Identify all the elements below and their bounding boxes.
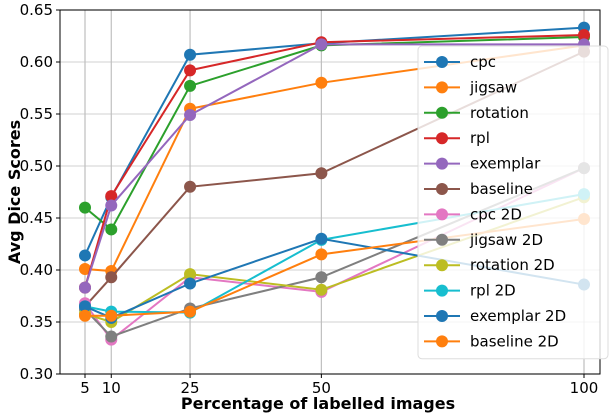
legend-marker [436, 335, 448, 348]
data-point [105, 271, 118, 284]
legend-marker [436, 259, 448, 272]
x-ticks: 5 10 25 50 100 [80, 374, 598, 397]
legend-label: cpc 2D [470, 205, 522, 223]
legend-marker [436, 81, 448, 94]
legend-item: rotation [424, 104, 529, 122]
y-ticks: 0.30 0.35 0.40 0.45 0.50 0.55 0.60 0.65 [20, 1, 60, 383]
x-tick-label: 50 [312, 379, 331, 397]
legend-item: baseline 2D [424, 332, 559, 350]
y-tick-label: 0.30 [20, 365, 53, 383]
data-point [315, 38, 328, 51]
legend-item: rpl 2D [424, 282, 516, 300]
legend-item: jigsaw [424, 78, 517, 96]
data-point [578, 28, 590, 41]
legend-item: rpl [424, 129, 490, 147]
data-point [184, 180, 197, 193]
data-point [79, 201, 91, 214]
data-point [105, 330, 118, 343]
legend-label: cpc [470, 53, 496, 71]
y-tick-label: 0.55 [20, 105, 53, 123]
series-lines [79, 21, 590, 346]
legend-label: rotation 2D [470, 256, 555, 274]
legend-marker [436, 157, 448, 170]
legend-marker [436, 284, 448, 297]
data-point [315, 248, 328, 261]
y-tick-label: 0.60 [20, 53, 53, 71]
y-tick-label: 0.35 [20, 313, 53, 331]
legend-marker [436, 132, 448, 145]
data-point [105, 190, 118, 203]
legend-marker [436, 208, 448, 221]
legend-label: exemplar 2D [470, 307, 566, 325]
legend-item: exemplar 2D [424, 307, 566, 325]
legend-marker [436, 56, 448, 68]
legend-label: baseline 2D [470, 332, 559, 350]
legend-label: baseline [470, 180, 533, 198]
data-point [79, 309, 91, 322]
data-point [315, 167, 328, 180]
x-tick-label: 5 [80, 379, 90, 397]
legend-label: rotation [470, 104, 529, 122]
data-point [315, 271, 328, 284]
y-tick-label: 0.40 [20, 261, 53, 279]
data-point [184, 305, 197, 318]
data-point [184, 79, 197, 92]
legend-marker [436, 183, 448, 195]
legend-marker [436, 106, 448, 119]
legend-label: exemplar [470, 155, 541, 173]
legend-item: exemplar [424, 155, 541, 173]
data-point [184, 268, 197, 281]
legend-box [417, 45, 609, 360]
x-tick-label: 25 [181, 379, 200, 397]
legend-marker [436, 233, 448, 246]
legend-label: jigsaw [469, 78, 517, 96]
x-tick-label: 10 [102, 379, 121, 397]
y-axis-label: Avg Dice Scores [5, 120, 24, 264]
x-axis-label: Percentage of labelled images [181, 394, 455, 413]
data-point [105, 199, 118, 212]
legend-label: jigsaw 2D [469, 231, 543, 249]
data-point [184, 277, 197, 290]
data-point [184, 109, 197, 122]
legend-item: jigsaw 2D [424, 231, 543, 249]
y-tick-label: 0.50 [20, 157, 53, 175]
data-point [79, 281, 91, 294]
legend-item: baseline [424, 180, 533, 198]
legend-label: rpl [470, 129, 490, 147]
legend: cpc jigsaw rotation rpl exemplar baseline cpc … [417, 45, 609, 360]
data-point [79, 262, 91, 275]
data-point [315, 232, 328, 245]
data-point [79, 249, 91, 262]
data-point [315, 283, 328, 296]
legend-label: rpl 2D [470, 282, 516, 300]
legend-item: cpc 2D [424, 205, 522, 223]
y-tick-label: 0.45 [20, 209, 53, 227]
legend-item: rotation 2D [424, 256, 555, 274]
data-point [105, 223, 118, 236]
data-point [105, 309, 118, 322]
x-tick-label: 100 [570, 379, 599, 397]
data-point [315, 76, 328, 89]
legend-marker [436, 310, 448, 322]
data-point [79, 300, 91, 313]
y-tick-label: 0.65 [20, 1, 53, 19]
data-point [184, 64, 197, 77]
data-point [184, 48, 197, 61]
legend-item: cpc [424, 53, 496, 71]
